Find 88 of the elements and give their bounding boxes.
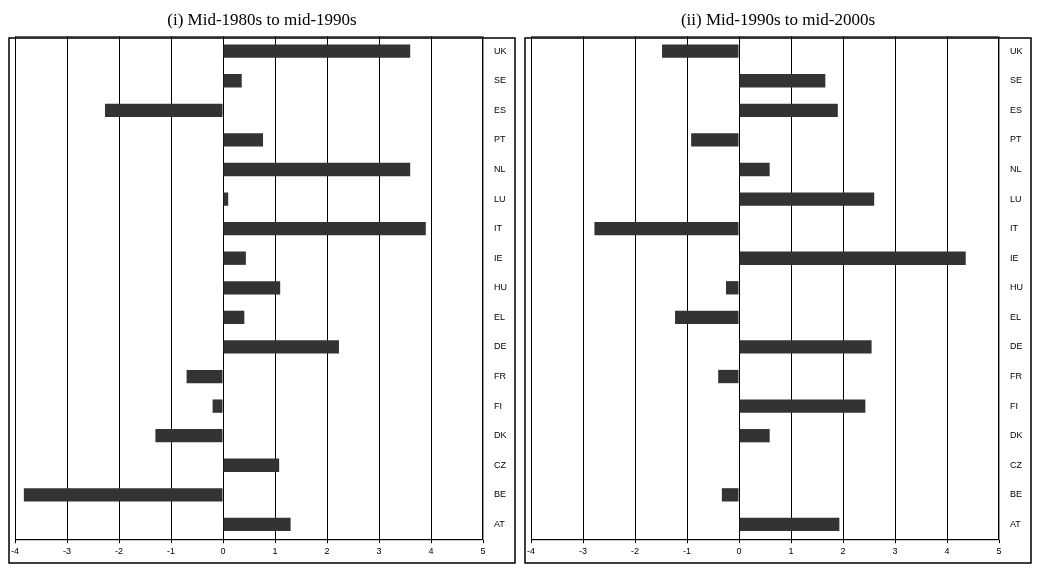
- bar: [155, 429, 223, 443]
- x-tick-label: -2: [114, 546, 124, 557]
- y-tick-label: FI: [1010, 400, 1018, 411]
- y-tick-label: UK: [1010, 45, 1023, 56]
- bar: [223, 221, 426, 236]
- x-tick-label: -3: [578, 546, 588, 557]
- x-tick-label: 3: [892, 546, 898, 557]
- bar: [718, 369, 739, 384]
- y-tick-label: NL: [494, 163, 506, 174]
- y-tick-label: BE: [1010, 489, 1023, 500]
- y-tick-label: SE: [1010, 75, 1023, 86]
- y-tick-label: DK: [1010, 430, 1023, 441]
- bar: [721, 488, 739, 502]
- x-tick-label: -1: [166, 546, 176, 557]
- x-tick-label: 2: [324, 546, 330, 557]
- x-tick-label: -4: [10, 546, 20, 557]
- y-tick-label: CZ: [1010, 459, 1023, 470]
- bar: [691, 133, 739, 147]
- y-tick-label: AT: [1010, 518, 1022, 529]
- bar: [223, 251, 246, 265]
- bar: [739, 429, 770, 443]
- x-tick-label: -3: [62, 546, 72, 557]
- y-tick-label: IT: [1010, 223, 1019, 234]
- y-tick-label: SE: [494, 75, 507, 86]
- bar: [739, 162, 770, 177]
- bar: [594, 221, 739, 236]
- y-tick-label: FI: [494, 400, 502, 411]
- bar: [223, 458, 280, 472]
- x-tick-label: 2: [840, 546, 846, 557]
- bar: [223, 340, 339, 354]
- x-tick-label: 0: [220, 546, 226, 557]
- bar: [186, 369, 223, 384]
- y-tick-label: FR: [494, 371, 507, 382]
- y-tick-label: EL: [1010, 311, 1022, 322]
- y-tick-label: DE: [1010, 341, 1023, 352]
- y-tick-label: CZ: [494, 459, 507, 470]
- y-tick-label: NL: [1010, 163, 1022, 174]
- y-tick-label: FR: [1010, 371, 1023, 382]
- y-tick-label: DE: [494, 341, 507, 352]
- x-tick-label: -4: [526, 546, 536, 557]
- y-tick-label: PT: [494, 134, 506, 145]
- bar: [739, 399, 866, 413]
- bar: [739, 192, 875, 206]
- x-tick-label: 0: [736, 546, 742, 557]
- y-tick-label: IE: [494, 252, 503, 263]
- y-tick-label: LU: [1010, 193, 1022, 204]
- x-tick-label: 5: [996, 546, 1002, 557]
- y-tick-label: BE: [494, 489, 507, 500]
- bar: [223, 310, 245, 325]
- bar: [223, 162, 411, 177]
- x-tick-label: 4: [428, 546, 434, 557]
- bar: [23, 488, 223, 502]
- y-tick-label: ES: [494, 104, 507, 115]
- bar: [212, 399, 223, 413]
- x-tick-label: -1: [682, 546, 692, 557]
- chart-title: (i) Mid-1980s to mid-1990s: [167, 9, 357, 29]
- y-tick-label: IE: [1010, 252, 1019, 263]
- y-tick-label: LU: [494, 193, 506, 204]
- bar: [675, 310, 739, 325]
- bar: [739, 517, 840, 532]
- bar: [739, 340, 872, 354]
- x-tick-label: 4: [944, 546, 950, 557]
- x-tick-label: -2: [630, 546, 640, 557]
- x-tick-label: 5: [480, 546, 486, 557]
- y-tick-label: PT: [1010, 134, 1022, 145]
- chart-title: (ii) Mid-1990s to mid-2000s: [680, 9, 876, 29]
- bar: [223, 517, 291, 532]
- bar: [739, 103, 838, 117]
- y-tick-label: HU: [494, 282, 507, 293]
- bar: [104, 103, 223, 117]
- y-tick-label: ES: [1010, 104, 1023, 115]
- bar: [662, 44, 739, 58]
- bar: [726, 281, 739, 295]
- y-tick-label: DK: [494, 430, 507, 441]
- x-tick-label: 1: [788, 546, 794, 557]
- bar: [223, 74, 242, 88]
- y-tick-label: HU: [1010, 282, 1023, 293]
- x-tick-label: 3: [376, 546, 382, 557]
- y-tick-label: UK: [494, 45, 507, 56]
- bar: [223, 133, 264, 147]
- bar: [739, 251, 966, 265]
- y-tick-label: EL: [494, 311, 506, 322]
- bar: [739, 74, 826, 88]
- y-tick-label: AT: [494, 518, 506, 529]
- y-tick-label: IT: [494, 223, 503, 234]
- x-tick-label: 1: [272, 546, 278, 557]
- bar: [223, 44, 411, 58]
- bar: [223, 281, 281, 295]
